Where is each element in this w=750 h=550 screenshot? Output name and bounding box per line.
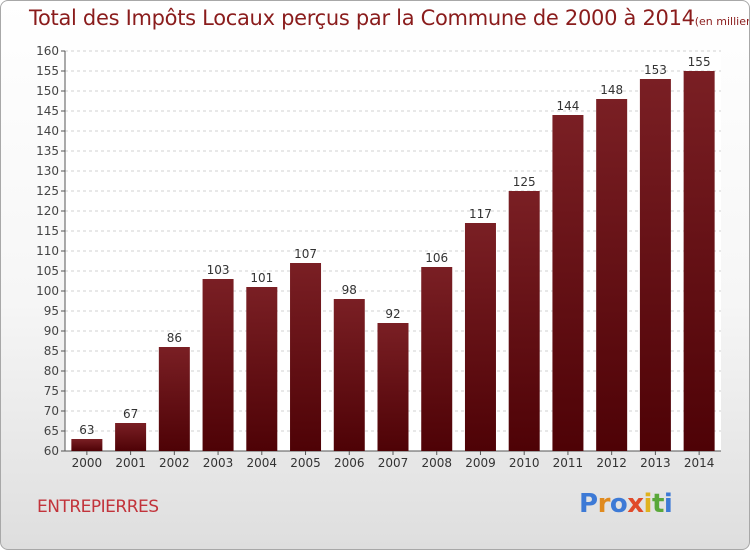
y-tick-label: 80 (44, 364, 59, 378)
x-tick-label: 2014 (684, 456, 715, 470)
bar (115, 423, 147, 451)
bar (71, 439, 103, 451)
y-tick-label: 95 (44, 304, 59, 318)
bar (290, 263, 322, 451)
y-tick-label: 135 (36, 144, 59, 158)
data-label: 101 (250, 271, 273, 285)
bar (158, 347, 190, 451)
logo-letter: t (651, 489, 664, 519)
logo-letter: i (643, 489, 653, 519)
proxiti-logo: Proxiti (579, 489, 673, 519)
bar (246, 287, 278, 451)
data-label: 98 (342, 283, 357, 297)
data-label: 107 (294, 247, 317, 261)
y-tick-label: 120 (36, 204, 59, 218)
bar (377, 323, 409, 451)
logo-letter: P (579, 489, 598, 519)
commune-name: ENTREPIERRES (37, 497, 159, 517)
data-label: 117 (469, 207, 492, 221)
x-tick-label: 2010 (509, 456, 540, 470)
x-tick-label: 2001 (115, 456, 146, 470)
x-tick-label: 2006 (334, 456, 365, 470)
chart-subtitle: (en milliers d'€) (694, 15, 749, 28)
bar (421, 267, 453, 451)
bar (202, 279, 234, 451)
y-tick-label: 90 (44, 324, 59, 338)
data-label: 144 (556, 99, 579, 113)
bar (508, 191, 540, 451)
y-tick-label: 150 (36, 84, 59, 98)
data-label: 153 (644, 63, 667, 77)
logo-letter: x (627, 489, 644, 519)
bar (596, 99, 628, 451)
data-label: 103 (207, 263, 230, 277)
y-tick-label: 115 (36, 224, 59, 238)
y-tick-label: 100 (36, 284, 59, 298)
x-tick-label: 2000 (72, 456, 103, 470)
data-label: 125 (513, 175, 536, 189)
data-label: 63 (79, 423, 94, 437)
x-tick-label: 2002 (159, 456, 190, 470)
y-tick-label: 65 (44, 424, 59, 438)
y-tick-label: 145 (36, 104, 59, 118)
chart-title-text: Total des Impôts Locaux perçus par la Co… (29, 6, 695, 30)
x-tick-label: 2012 (596, 456, 627, 470)
x-tick-label: 2003 (203, 456, 234, 470)
logo-letter: i (663, 489, 673, 519)
y-tick-label: 130 (36, 164, 59, 178)
bar (683, 71, 715, 451)
data-label: 155 (688, 55, 711, 69)
x-tick-label: 2013 (640, 456, 671, 470)
logo-letter: o (609, 489, 628, 519)
x-tick-label: 2004 (247, 456, 278, 470)
y-tick-label: 85 (44, 344, 59, 358)
x-tick-label: 2008 (421, 456, 452, 470)
x-tick-label: 2005 (290, 456, 321, 470)
y-tick-label: 160 (36, 44, 59, 58)
data-label: 86 (167, 331, 182, 345)
bar (552, 115, 584, 451)
y-tick-label: 105 (36, 264, 59, 278)
bar (639, 79, 671, 451)
data-label: 67 (123, 407, 138, 421)
data-label: 148 (600, 83, 623, 97)
y-tick-label: 140 (36, 124, 59, 138)
bar (464, 223, 496, 451)
y-tick-label: 110 (36, 244, 59, 258)
y-tick-label: 155 (36, 64, 59, 78)
chart-title: Total des Impôts Locaux perçus par la Co… (29, 6, 749, 30)
x-tick-label: 2009 (465, 456, 496, 470)
data-label: 106 (425, 251, 448, 265)
y-tick-label: 125 (36, 184, 59, 198)
logo-letter: r (597, 489, 611, 519)
y-tick-label: 60 (44, 444, 59, 458)
y-tick-label: 75 (44, 384, 59, 398)
x-tick-label: 2007 (378, 456, 409, 470)
y-tick-label: 70 (44, 404, 59, 418)
x-tick-label: 2011 (553, 456, 584, 470)
data-label: 92 (385, 307, 400, 321)
bar (333, 299, 365, 451)
